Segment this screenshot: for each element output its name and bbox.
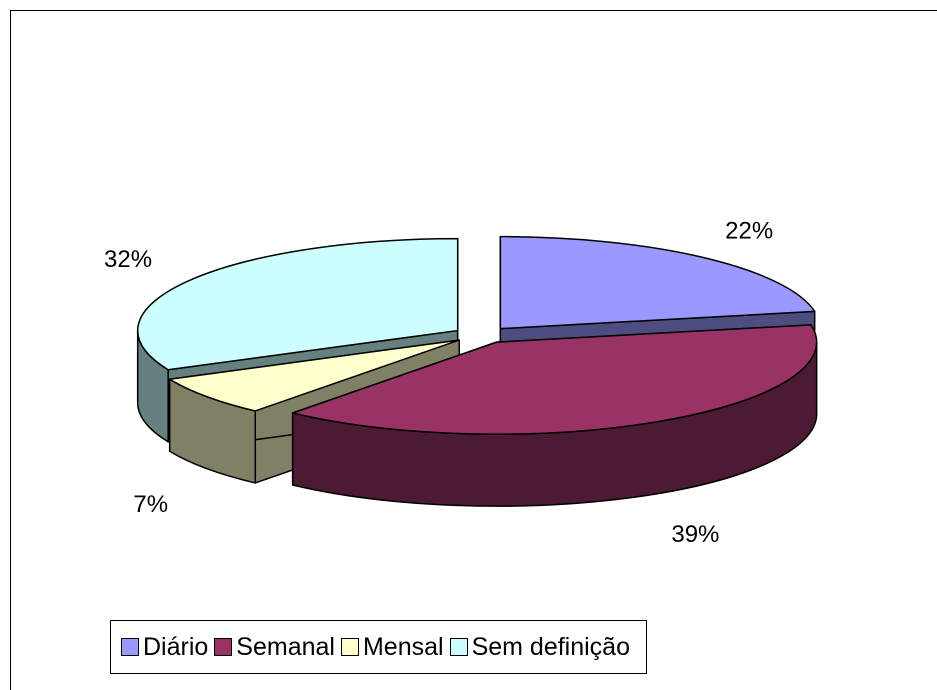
slice-top <box>136 237 459 371</box>
legend: Diário Semanal Mensal Sem definição <box>110 620 647 674</box>
data-label: 32% <box>104 246 152 273</box>
legend-label: Sem definição <box>471 632 630 661</box>
legend-item: Semanal <box>214 633 335 662</box>
legend-swatch <box>449 638 468 656</box>
legend-item: Diário <box>121 633 208 662</box>
data-label: 22% <box>725 217 773 244</box>
legend-label: Semanal <box>236 632 335 661</box>
legend-label: Mensal <box>362 632 444 661</box>
chart-frame <box>10 10 937 690</box>
legend-item: Sem definição <box>449 632 630 662</box>
legend-item: Mensal <box>340 632 444 662</box>
legend-swatch <box>121 638 139 656</box>
legend-swatch <box>340 638 359 656</box>
slice-top <box>291 324 818 435</box>
legend-label: Diário <box>143 632 209 661</box>
data-label: 7% <box>133 491 168 518</box>
slice-top <box>499 235 816 330</box>
data-label: 39% <box>671 521 719 548</box>
legend-swatch <box>214 638 233 656</box>
slice-top <box>168 339 460 412</box>
